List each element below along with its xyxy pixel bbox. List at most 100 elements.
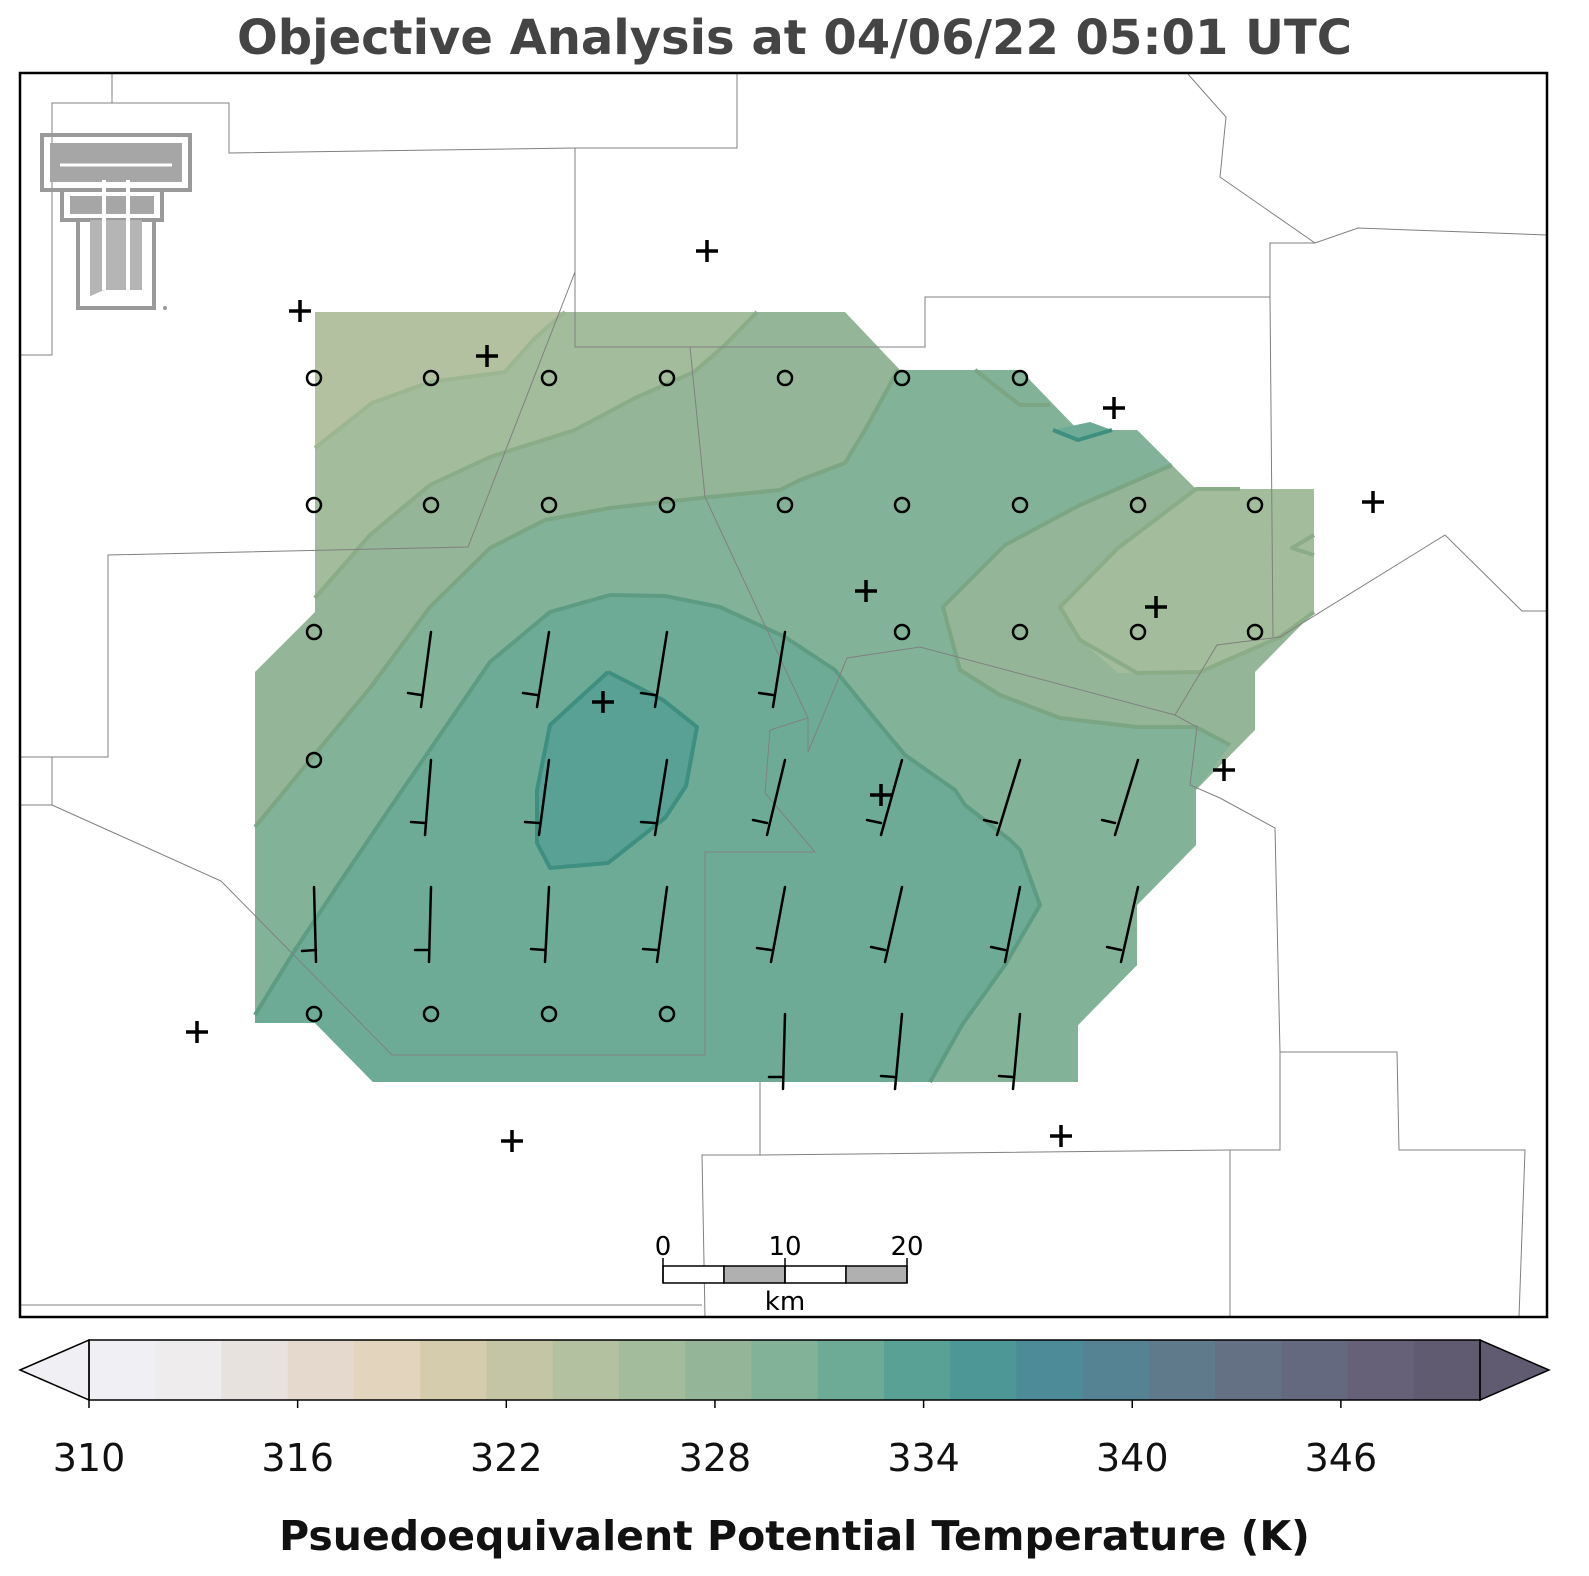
scale-tick-label: 0 [655,1232,672,1262]
wind-barb [300,885,318,964]
colorbar-segment [1148,1340,1216,1400]
calm-marker [540,496,558,514]
wind-barb [529,885,551,964]
colorbar-segment [1347,1340,1415,1400]
contour-326-east [973,368,1050,407]
wind-barb [757,630,787,709]
colorbar-tick-label: 316 [261,1436,334,1480]
colorbar-segment [89,1340,156,1400]
wind-barb [413,885,433,964]
calm-marker [1011,623,1029,641]
wind-barb [641,885,669,964]
colorbar-tickmarks [88,1400,1342,1408]
colorbar-tick-labels: 310 316 322 328 334 340 346 [0,1436,1589,1486]
station-marker [501,1130,523,1152]
calm-marker [1246,623,1264,641]
colorbar-segment [420,1340,487,1400]
wind-barb [521,630,551,709]
wind-barb [879,1012,904,1091]
colorbar-segment [751,1340,819,1400]
calm-marker [305,751,323,769]
station-marker [696,240,718,262]
wind-barb [767,1012,787,1091]
wind-barb [639,758,669,837]
calm-marker [1129,496,1147,514]
station-marker [1362,491,1384,513]
contour-324-east-tip [1290,533,1316,557]
colorbar-segment [287,1340,355,1400]
contour-326 [253,369,900,829]
colorbar-segment [1413,1340,1481,1400]
wind-barb [997,1012,1022,1091]
calm-marker [305,369,323,387]
wind-barb [865,758,904,837]
calm-marker [1011,496,1029,514]
colorbar-segment [1215,1340,1282,1400]
colorbar-tick-label: 310 [52,1436,126,1480]
colorbar-segment [950,1340,1017,1400]
colorbar-segments [89,1340,1481,1400]
colorbar-segment [1016,1340,1084,1400]
colorbar-tick-label: 322 [470,1436,543,1480]
wind-barb [406,630,433,709]
station-marker [1145,596,1167,618]
calm-marker [658,369,676,387]
scale-tick-label: 10 [768,1232,801,1262]
calm-marker [776,496,794,514]
station-marker [186,1021,208,1043]
contour-330 [535,670,699,870]
texas-tech-double-t-logo [40,133,192,310]
colorbar-segment [1082,1340,1150,1400]
colorbar [18,1338,1551,1408]
colorbar-tick-label: 328 [678,1436,752,1480]
scale-bar: 0 10 20 km [655,1232,924,1317]
calm-marker [305,1005,323,1023]
wind-barb [639,630,669,709]
contour-324 [313,310,759,600]
station-marker [855,580,877,602]
colorbar-segment [1281,1340,1349,1400]
calm-marker [776,369,794,387]
wind-barb [755,885,787,964]
wind-barb [751,758,787,837]
colorbar-tick-label: 340 [1095,1436,1169,1480]
fill-core-332 [255,595,1040,1082]
station-marker [476,345,498,367]
colorbar-segment [486,1340,554,1400]
wind-barb [982,758,1022,837]
contour-324-east [1058,487,1316,675]
calm-marker [893,369,911,387]
colorbar-segment [353,1340,421,1400]
theta-e-fill [255,312,1314,1082]
calm-marker [1011,369,1029,387]
scale-tick-label: 20 [890,1232,923,1262]
contour-326-band [941,463,1231,747]
colorbar-segment [221,1340,289,1400]
station-marker [1103,397,1125,419]
contour-328 [253,593,1042,1083]
wind-barb [523,758,551,837]
colorbar-segment [883,1340,951,1400]
station-marker [289,300,311,322]
station-marker [870,784,892,806]
station-marker [592,691,614,713]
colorbar-segment [685,1340,752,1400]
wind-barb [869,885,904,964]
colorbar-label: Psuedoequivalent Potential Temperature (… [279,1512,1310,1560]
calm-marker [422,369,440,387]
wind-barb [1105,885,1140,964]
calm-marker [540,1005,558,1023]
calm-marker [540,369,558,387]
colorbar-over-arrow [1479,1338,1551,1402]
calm-marker [305,623,323,641]
station-marker [1050,1125,1072,1147]
contour-lines [253,310,1316,1083]
colorbar-segment [155,1340,222,1400]
county-boundaries [20,73,1547,1317]
colorbar-under-arrow [18,1338,90,1402]
scale-unit-label: km [765,1287,805,1317]
colorbar-segment [817,1340,885,1400]
calm-marker [893,623,911,641]
wind-barbs [300,630,1140,1091]
